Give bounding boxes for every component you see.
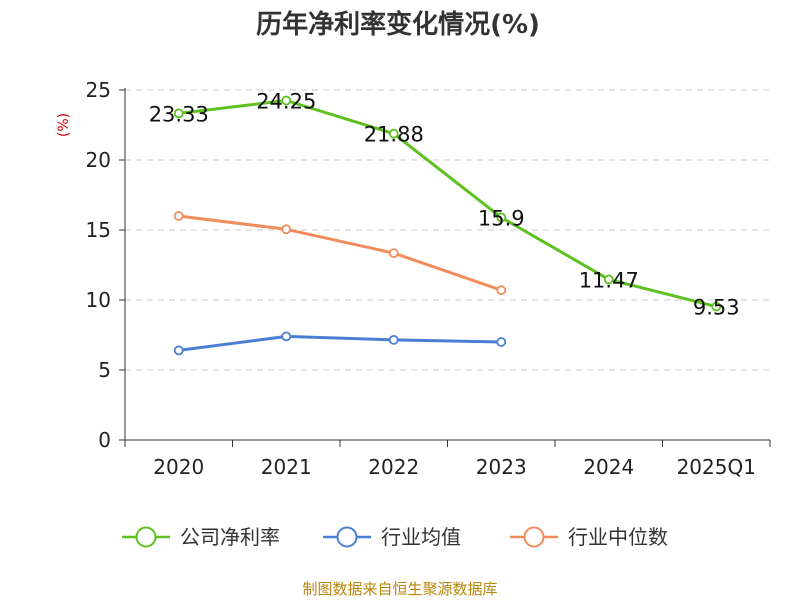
- data-point: [711, 301, 722, 312]
- data-point: [281, 224, 292, 235]
- legend-item-0: 公司净利率: [122, 525, 280, 549]
- y-tick-label: 10: [86, 288, 111, 312]
- data-label: 24.25: [256, 90, 316, 114]
- data-label: 15.9: [478, 206, 525, 230]
- data-point: [603, 274, 614, 285]
- data-point: [388, 248, 399, 259]
- y-tick-label: 15: [86, 218, 111, 242]
- y-tick-label: 0: [98, 428, 111, 452]
- data-label: 11.47: [579, 268, 639, 292]
- legend-item-2: 行业中位数: [510, 525, 668, 549]
- legend-marker: [523, 526, 545, 548]
- x-tick-label: 2024: [583, 455, 634, 479]
- data-point: [173, 345, 184, 356]
- legend-label: 公司净利率: [180, 525, 280, 549]
- legend-label: 行业均值: [381, 525, 461, 549]
- data-point: [281, 95, 292, 106]
- series-2: [173, 211, 507, 296]
- legend-label: 行业中位数: [568, 525, 668, 549]
- series-line: [177, 214, 503, 292]
- data-point: [173, 108, 184, 119]
- legend-item-1: 行业均值: [323, 525, 461, 549]
- legend: 公司净利率 行业均值 行业中位数: [122, 525, 668, 549]
- data-point: [388, 128, 399, 139]
- data-point: [496, 337, 507, 347]
- data-point: [388, 334, 399, 345]
- data-point: [496, 285, 507, 296]
- chart-title: 历年净利率变化情况(%): [256, 9, 540, 40]
- series-0: [173, 95, 722, 312]
- y-tick-label: 25: [86, 78, 111, 102]
- legend-marker: [336, 526, 358, 548]
- x-tick-label: 2025Q1: [677, 455, 756, 479]
- x-tick-label: 2021: [261, 455, 312, 479]
- series-1: [173, 331, 507, 356]
- x-tick-label: 2023: [476, 455, 527, 479]
- source-note: 制图数据来自恒生聚源数据库: [302, 580, 497, 598]
- legend-marker: [135, 526, 157, 548]
- data-label: 23.33: [149, 102, 209, 126]
- data-point: [496, 212, 507, 223]
- x-tick-label: 2020: [153, 455, 204, 479]
- x-tick-labels: 2020 2021 2022 2023 2024 2025Q1: [153, 455, 756, 479]
- gridlines: [125, 89, 770, 371]
- axes: [119, 88, 771, 447]
- series-line: [177, 99, 718, 309]
- y-tick-label: 5: [98, 358, 111, 382]
- data-label: 9.53: [693, 296, 740, 320]
- data-point: [281, 331, 292, 342]
- y-tick-label: 20: [86, 148, 111, 172]
- y-tick-labels: 0 5 10 15 20 25: [86, 78, 111, 452]
- x-tick-label: 2022: [368, 455, 419, 479]
- series-line: [177, 334, 503, 352]
- data-labels: 23.33 24.25 21.88 15.9 11.47 9.53: [149, 90, 740, 320]
- data-label: 21.88: [364, 123, 424, 147]
- data-point: [173, 211, 184, 221]
- series-group: [173, 95, 722, 356]
- y-axis-label: (%): [56, 113, 72, 137]
